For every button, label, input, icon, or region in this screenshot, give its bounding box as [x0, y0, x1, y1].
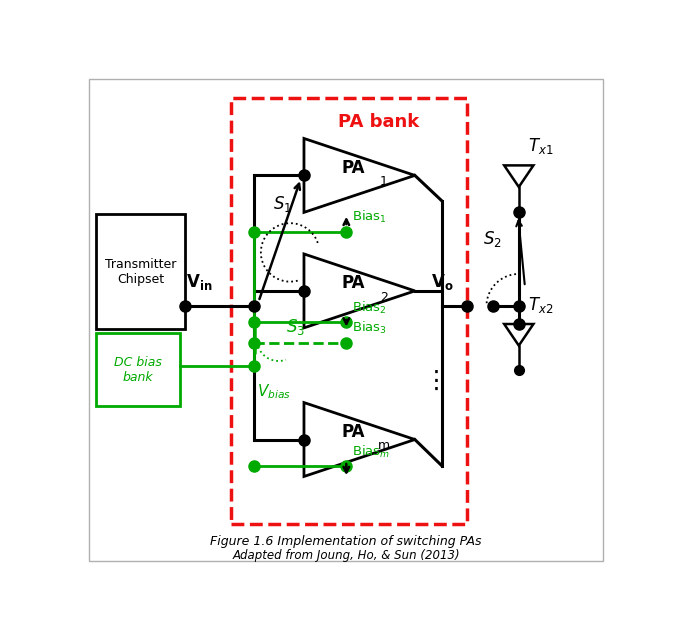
Text: PA bank: PA bank: [338, 112, 419, 131]
FancyBboxPatch shape: [89, 79, 603, 561]
Text: $\mathrm{Bias}_1$: $\mathrm{Bias}_1$: [352, 209, 387, 226]
Text: $\mathrm{Bias}_2$: $\mathrm{Bias}_2$: [352, 299, 387, 316]
Text: ⋮: ⋮: [424, 369, 449, 393]
Text: $\mathbf{V_{in}}$: $\mathbf{V_{in}}$: [186, 273, 213, 292]
Text: $\mathit{S_3}$: $\mathit{S_3}$: [286, 317, 305, 337]
Text: $\mathrm{Bias}_m$: $\mathrm{Bias}_m$: [352, 443, 391, 460]
Text: 1: 1: [380, 175, 388, 188]
Text: $\mathit{S_1}$: $\mathit{S_1}$: [273, 194, 292, 214]
Text: 2: 2: [380, 290, 388, 304]
Text: m: m: [378, 439, 390, 452]
Text: Transmitter
Chipset: Transmitter Chipset: [105, 257, 176, 286]
Text: PA: PA: [342, 158, 365, 177]
FancyBboxPatch shape: [96, 333, 180, 406]
Text: $\mathit{S_2}$: $\mathit{S_2}$: [483, 230, 502, 249]
Text: Figure 1.6 Implementation of switching PAs: Figure 1.6 Implementation of switching P…: [210, 534, 482, 548]
Text: $\mathit{T_{x2}}$: $\mathit{T_{x2}}$: [528, 295, 554, 314]
Text: PA: PA: [342, 275, 365, 292]
Text: $\mathit{T_{x1}}$: $\mathit{T_{x1}}$: [528, 136, 554, 156]
Text: Adapted from Joung, Ho, & Sun (2013): Adapted from Joung, Ho, & Sun (2013): [232, 548, 460, 562]
Text: DC bias
bank: DC bias bank: [114, 356, 162, 384]
Text: $\mathrm{Bias}_3$: $\mathrm{Bias}_3$: [352, 320, 387, 337]
Text: PA: PA: [342, 423, 365, 441]
FancyBboxPatch shape: [96, 214, 185, 330]
Text: $\mathit{V_{bias}}$: $\mathit{V_{bias}}$: [257, 382, 291, 401]
Text: $\mathbf{V_o}$: $\mathbf{V_o}$: [431, 273, 454, 292]
